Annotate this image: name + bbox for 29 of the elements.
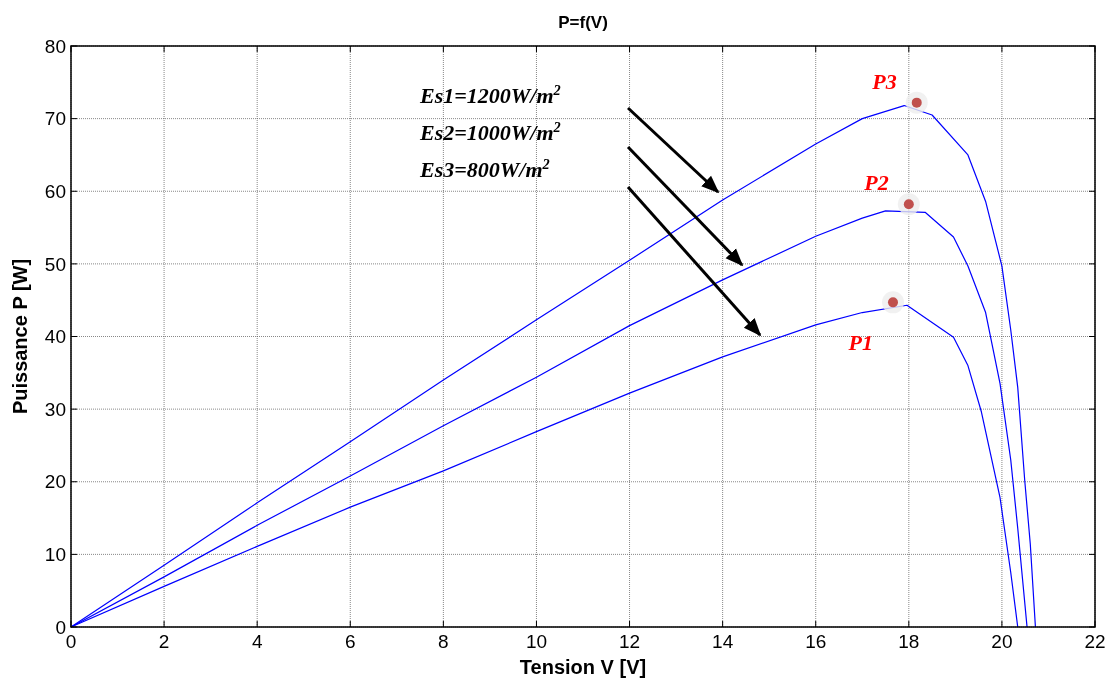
y-tick-label: 10 [44,544,66,566]
x-tick-label: 8 [438,631,449,652]
chart-title: P=f(V) [558,13,608,32]
x-tick-label: 12 [618,631,641,652]
annotation: Es1=1200W/m$^{2}$ [419,82,561,108]
x-tick-label: 14 [712,631,734,652]
y-tick-label: 50 [44,253,66,275]
x-tick-label: 2 [158,631,170,652]
x-tick-label: 20 [991,631,1013,652]
annotation: P1 [847,330,873,356]
y-tick-label: 40 [44,326,66,348]
annotation: Es3=800W/m$^{2}$ [419,156,550,182]
y-tick-label: 0 [55,616,66,638]
x-tick-label: 16 [805,631,827,652]
y-tick-label: 70 [44,108,66,130]
x-axis-title: Tension V [V] [519,656,647,678]
y-axis-title: Puissance P [W] [9,258,31,415]
x-tick-label: 6 [344,631,356,652]
y-tick-label: 60 [44,180,66,202]
x-tick-label: 18 [898,631,920,652]
x-tick-label: 10 [525,631,548,652]
annotation: P2 [863,170,889,196]
x-tick-label: 4 [251,631,263,652]
y-tick-label: 80 [44,35,66,57]
annotation: P3 [871,68,897,94]
annotation: Es2=1000W/m$^{2}$ [419,119,561,145]
x-tick-label: 22 [1084,631,1106,652]
y-tick-label: 20 [44,471,66,493]
y-tick-label: 30 [44,398,66,420]
